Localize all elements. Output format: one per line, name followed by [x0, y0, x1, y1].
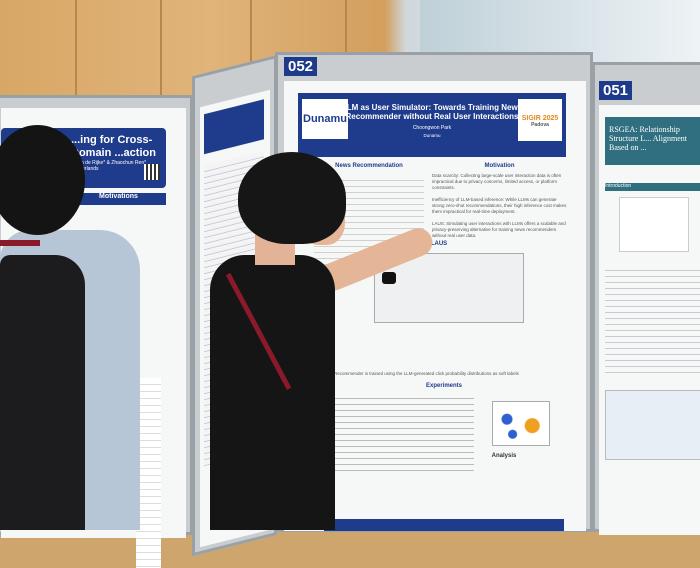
dunamu-logo: Dunamu — [302, 99, 348, 139]
section-motivation: Motivation — [484, 163, 515, 169]
wristwatch — [382, 272, 396, 284]
motivation-item: Inefficiency of LLM-based inference: Whi… — [432, 197, 567, 214]
right-poster: RSGEA: Relationship Structure L... Align… — [599, 105, 700, 535]
lanyard — [0, 240, 40, 246]
right-poster-board: 051 RSGEA: Relationship Structure L... A… — [592, 62, 700, 535]
section-analysis: Analysis — [491, 453, 517, 459]
section-laus: LAUS — [430, 241, 448, 247]
sigir-logo-text: SIGIR 2025 — [521, 115, 559, 122]
wall-plank — [250, 0, 252, 110]
motivation-item: Data scarcity: Collecting large-scale us… — [432, 173, 562, 190]
board-number-right: 051 — [599, 81, 633, 100]
embedding-plot — [492, 401, 550, 446]
poster-title-line2: Recommender without Real User Interactio… — [345, 112, 519, 121]
graph-figure — [619, 197, 689, 252]
right-poster-text — [605, 265, 700, 375]
poster-header: Dunamu LLM as User Simulator: Towards Tr… — [298, 93, 566, 157]
right-poster-title: RSGEA: Relationship Structure L... Align… — [605, 117, 700, 165]
left-poster-affiliation: ...etherlands — [71, 166, 99, 172]
left-poster-authors: ...rten de Rijke* & Zhaochun Ren* — [71, 160, 147, 166]
person-left-head — [0, 125, 85, 235]
framework-diagram — [605, 390, 700, 460]
poster-affiliation: Dunamu — [423, 133, 441, 138]
section-news-recommendation: News Recommendation — [335, 163, 403, 169]
qr-code — [144, 164, 160, 180]
left-section-header: Motivations — [71, 193, 166, 205]
motivation-item: LAUS: Simulating user interactions with … — [432, 221, 566, 238]
right-section-header: Introduction — [605, 183, 700, 191]
poster-footer-bar — [324, 519, 564, 531]
poster-author: Choongwon Park — [412, 125, 452, 131]
sigir-city: Padova — [531, 122, 549, 128]
wall-plank — [160, 0, 162, 110]
side-poster-header — [204, 99, 264, 155]
board-number: 052 — [284, 57, 318, 76]
motivation-column: Motivation Data scarcity: Collecting lar… — [432, 163, 567, 239]
presenter-tshirt — [210, 255, 335, 530]
section-experiments: Experiments — [425, 383, 462, 389]
training-note: Recommender is trained using the LLM-gen… — [334, 371, 519, 376]
poster-title-line1: LLM as User Simulator: Towards Training … — [341, 103, 523, 112]
results-table — [334, 393, 474, 473]
presenter-hair — [238, 152, 346, 244]
left-poster-title: ...ing for Cross-Domain ...action — [71, 134, 156, 159]
sigir-logo: SIGIR 2025 Padova — [518, 99, 562, 141]
wall-plank — [75, 0, 77, 110]
backpack — [0, 255, 85, 530]
